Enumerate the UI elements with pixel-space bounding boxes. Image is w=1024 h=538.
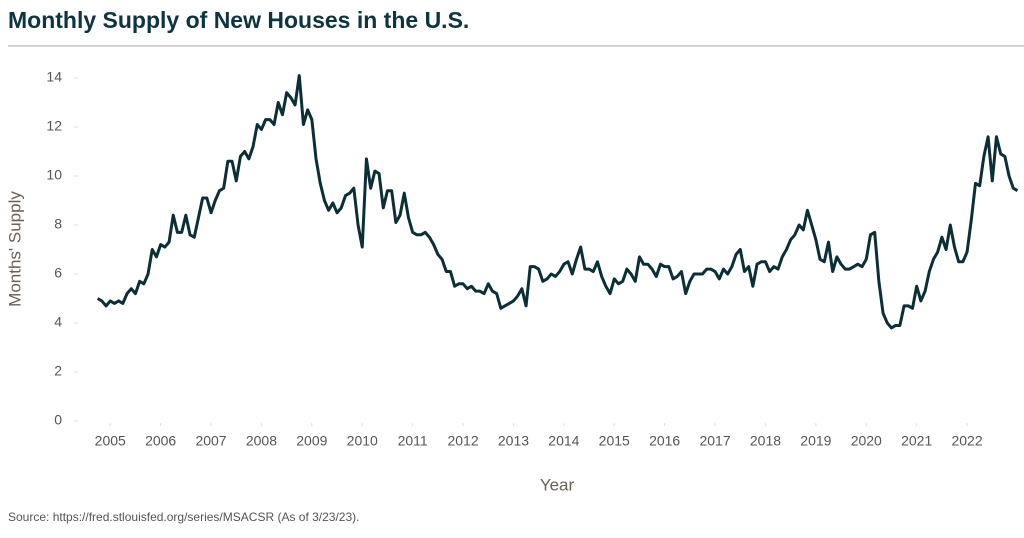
- x-axis-label: Year: [540, 475, 575, 494]
- chart-title: Monthly Supply of New Houses in the U.S.: [8, 7, 469, 33]
- y-tick-label: 2: [54, 363, 62, 379]
- x-tick-label: 2006: [145, 433, 176, 449]
- x-tick-label: 2008: [246, 433, 277, 449]
- y-tick-label: 12: [46, 118, 62, 134]
- x-tick-label: 2009: [296, 433, 327, 449]
- y-tick-label: 14: [46, 69, 62, 85]
- x-tick-label: 2021: [901, 433, 932, 449]
- y-tick-label: 4: [54, 314, 62, 330]
- y-tick-label: 6: [54, 265, 62, 281]
- data-line: [96, 74, 1019, 330]
- x-tick-label: 2020: [851, 433, 882, 449]
- x-tick-label: 2011: [398, 433, 428, 449]
- x-tick-label: 2007: [195, 433, 226, 449]
- source-note: Source: https://fred.stlouisfed.org/seri…: [8, 510, 360, 524]
- x-tick-label: 2013: [498, 433, 529, 449]
- x-tick-label: 2005: [95, 433, 126, 449]
- x-tick-label: 2016: [649, 433, 680, 449]
- x-tick-label: 2010: [347, 433, 378, 449]
- x-tick-label: 2019: [800, 433, 831, 449]
- x-tick-label: 2018: [750, 433, 781, 449]
- y-axis-label: Months' Supply: [5, 191, 24, 307]
- x-tick-label: 2012: [447, 433, 478, 449]
- x-tick-label: 2014: [548, 433, 579, 449]
- y-tick-label: 0: [54, 412, 62, 428]
- x-tick-label: 2015: [599, 433, 630, 449]
- y-tick-label: 8: [54, 216, 62, 232]
- y-tick-label: 10: [46, 167, 62, 183]
- x-tick-label: 2022: [951, 433, 982, 449]
- x-tick-label: 2017: [699, 433, 730, 449]
